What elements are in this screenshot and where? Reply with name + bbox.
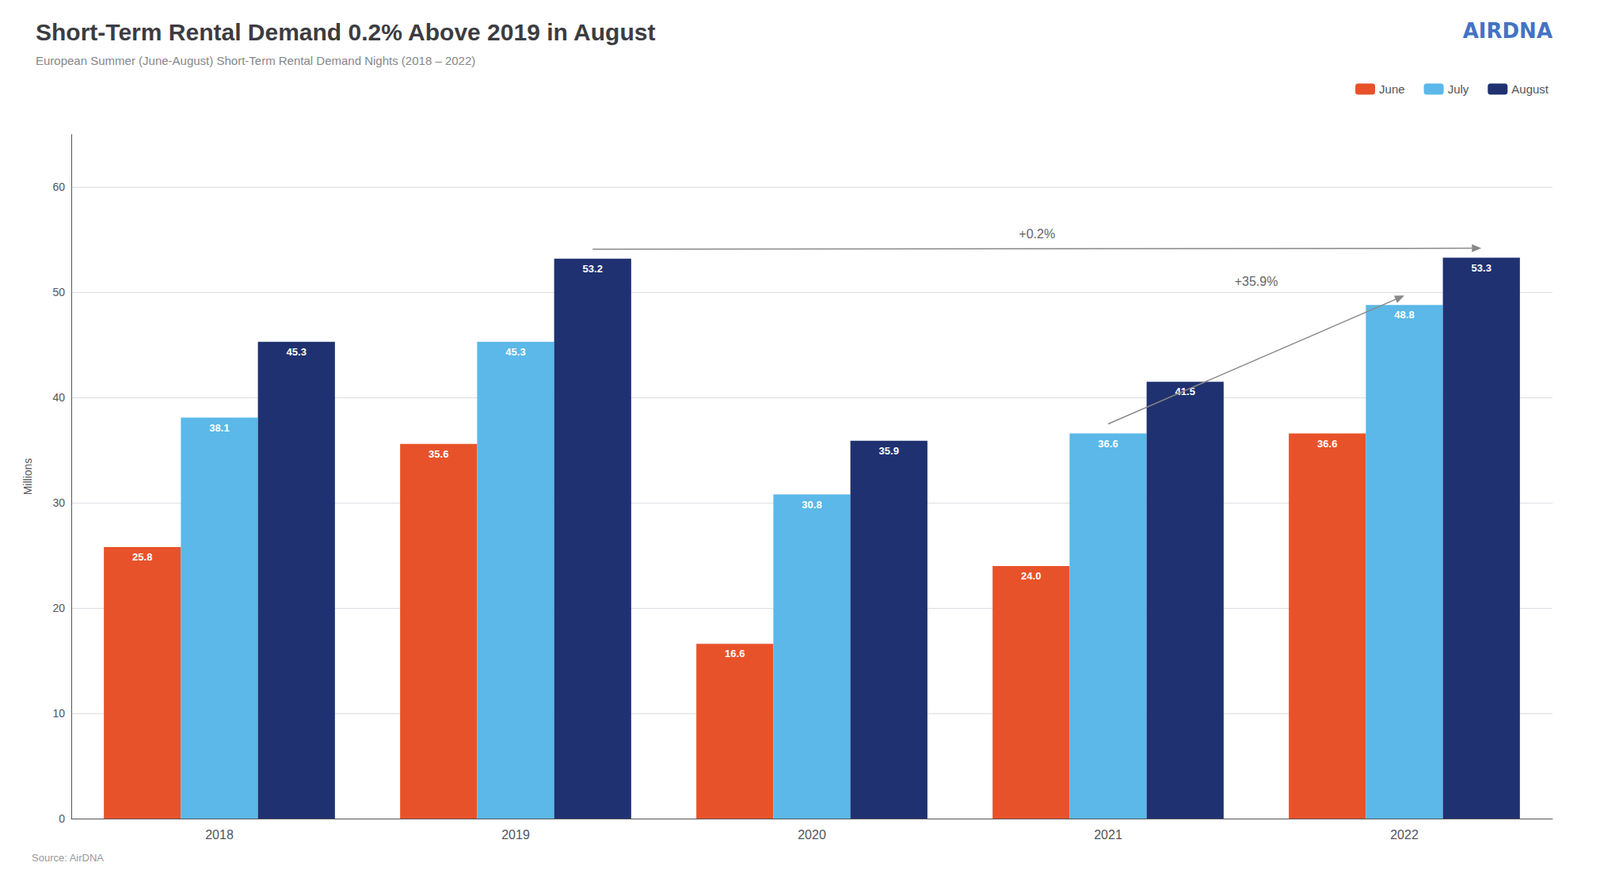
svg-text:Source: AirDNA: Source: AirDNA — [31, 852, 104, 865]
svg-text:2020: 2020 — [797, 828, 827, 842]
svg-text:June: June — [1379, 82, 1406, 96]
svg-text:36.6: 36.6 — [1097, 438, 1118, 450]
svg-text:24.0: 24.0 — [1020, 570, 1041, 583]
svg-text:2019: 2019 — [501, 828, 530, 842]
svg-text:35.6: 35.6 — [428, 448, 449, 461]
svg-text:53.2: 53.2 — [582, 262, 603, 275]
svg-text:Millions: Millions — [21, 458, 35, 496]
svg-text:45.3: 45.3 — [505, 346, 526, 359]
svg-text:30.8: 30.8 — [801, 499, 822, 511]
svg-text:2022: 2022 — [1390, 828, 1419, 842]
svg-text:50: 50 — [52, 285, 65, 299]
svg-text:36.6: 36.6 — [1317, 438, 1338, 450]
svg-text:20: 20 — [52, 601, 65, 615]
svg-text:35.9: 35.9 — [879, 445, 900, 458]
svg-text:2018: 2018 — [205, 828, 234, 842]
svg-text:0: 0 — [58, 812, 65, 826]
svg-text:60: 60 — [52, 180, 65, 194]
svg-text:30: 30 — [52, 496, 65, 510]
svg-text:August: August — [1511, 82, 1550, 96]
svg-text:July: July — [1447, 82, 1470, 96]
svg-text:+0.2%: +0.2% — [1018, 227, 1056, 241]
svg-text:10: 10 — [52, 707, 65, 720]
svg-text:2021: 2021 — [1093, 828, 1123, 842]
svg-text:European Summer (June-August): European Summer (June-August) Short-Term… — [35, 53, 476, 68]
svg-text:41.5: 41.5 — [1175, 386, 1196, 398]
svg-text:38.1: 38.1 — [209, 422, 229, 435]
svg-text:48.8: 48.8 — [1394, 308, 1414, 321]
svg-text:16.6: 16.6 — [724, 647, 745, 660]
svg-text:53.3: 53.3 — [1471, 262, 1492, 275]
svg-text:Short-Term Rental Demand 0.2%: Short-Term Rental Demand 0.2% Above 2019… — [35, 19, 656, 46]
svg-text:AIRDNA: AIRDNA — [1462, 19, 1553, 43]
svg-text:45.3: 45.3 — [286, 346, 307, 359]
svg-text:+35.9%: +35.9% — [1234, 274, 1279, 289]
svg-text:25.8: 25.8 — [132, 551, 153, 564]
svg-text:40: 40 — [52, 391, 65, 404]
